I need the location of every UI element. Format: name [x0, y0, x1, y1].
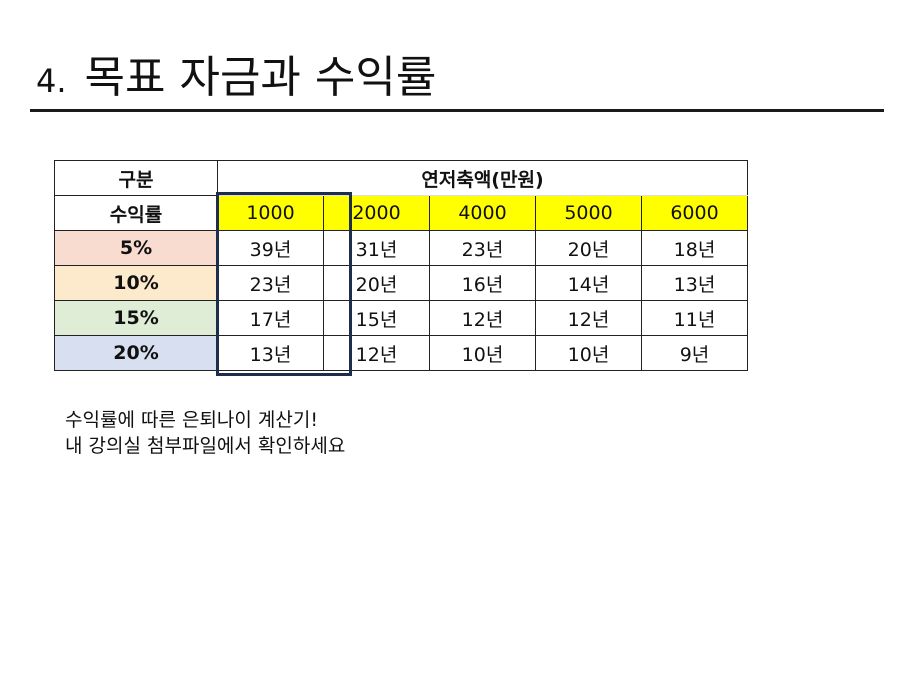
column-header: 6000 [641, 195, 748, 231]
corner-label-bottom: 수익률 [54, 195, 218, 231]
table-cell: 18년 [641, 230, 748, 266]
table-cell: 13년 [217, 335, 324, 371]
slide-title: 4. 목표 자금과 수익률 [36, 50, 436, 109]
table-cell: 39년 [217, 230, 324, 266]
note-line: 수익률에 따른 은퇴나이 계산기! [65, 409, 318, 431]
table-cell: 17년 [217, 300, 324, 336]
savings-table: 구분 연저축액(만원) 수익률 1000 2000 4000 5000 6000… [54, 160, 748, 371]
corner-label-top: 구분 [54, 160, 218, 196]
table-cell: 16년 [429, 265, 536, 301]
table-cell: 10년 [429, 335, 536, 371]
table-row: 20% 13년 12년 10년 10년 9년 [54, 335, 748, 371]
table-cell: 14년 [535, 265, 642, 301]
table-cell: 10년 [535, 335, 642, 371]
table-cell: 15년 [323, 300, 430, 336]
title-underline [30, 109, 884, 112]
rate-label: 5% [54, 230, 218, 266]
group-header: 연저축액(만원) [217, 160, 748, 196]
rate-label: 10% [54, 265, 218, 301]
table-cell: 9년 [641, 335, 748, 371]
table-cell: 23년 [217, 265, 324, 301]
column-header: 2000 [323, 195, 430, 231]
table-cell: 13년 [641, 265, 748, 301]
note-line: 내 강의실 첨부파일에서 확인하세요 [65, 435, 346, 457]
table-cell: 11년 [641, 300, 748, 336]
column-header: 4000 [429, 195, 536, 231]
table-row: 5% 39년 31년 23년 20년 18년 [54, 230, 748, 266]
note-text: 수익률에 따른 은퇴나이 계산기! 내 강의실 첨부파일에서 확인하세요 [65, 407, 345, 459]
table-cell: 20년 [535, 230, 642, 266]
title-text: 목표 자금과 수익률 [84, 52, 437, 103]
title-number: 4. [36, 62, 67, 100]
table-cell: 20년 [323, 265, 430, 301]
table-row: 15% 17년 15년 12년 12년 11년 [54, 300, 748, 336]
table-cell: 12년 [429, 300, 536, 336]
column-header: 1000 [217, 195, 324, 231]
column-header: 5000 [535, 195, 642, 231]
table-cell: 31년 [323, 230, 430, 266]
table-row: 10% 23년 20년 16년 14년 13년 [54, 265, 748, 301]
savings-table-container: 구분 연저축액(만원) 수익률 1000 2000 4000 5000 6000… [54, 160, 748, 376]
rate-label: 20% [54, 335, 218, 371]
table-cell: 23년 [429, 230, 536, 266]
table-column-header-row: 수익률 1000 2000 4000 5000 6000 [54, 195, 748, 231]
table-cell: 12년 [535, 300, 642, 336]
table-group-header-row: 구분 연저축액(만원) [54, 160, 748, 196]
rate-label: 15% [54, 300, 218, 336]
table-cell: 12년 [323, 335, 430, 371]
